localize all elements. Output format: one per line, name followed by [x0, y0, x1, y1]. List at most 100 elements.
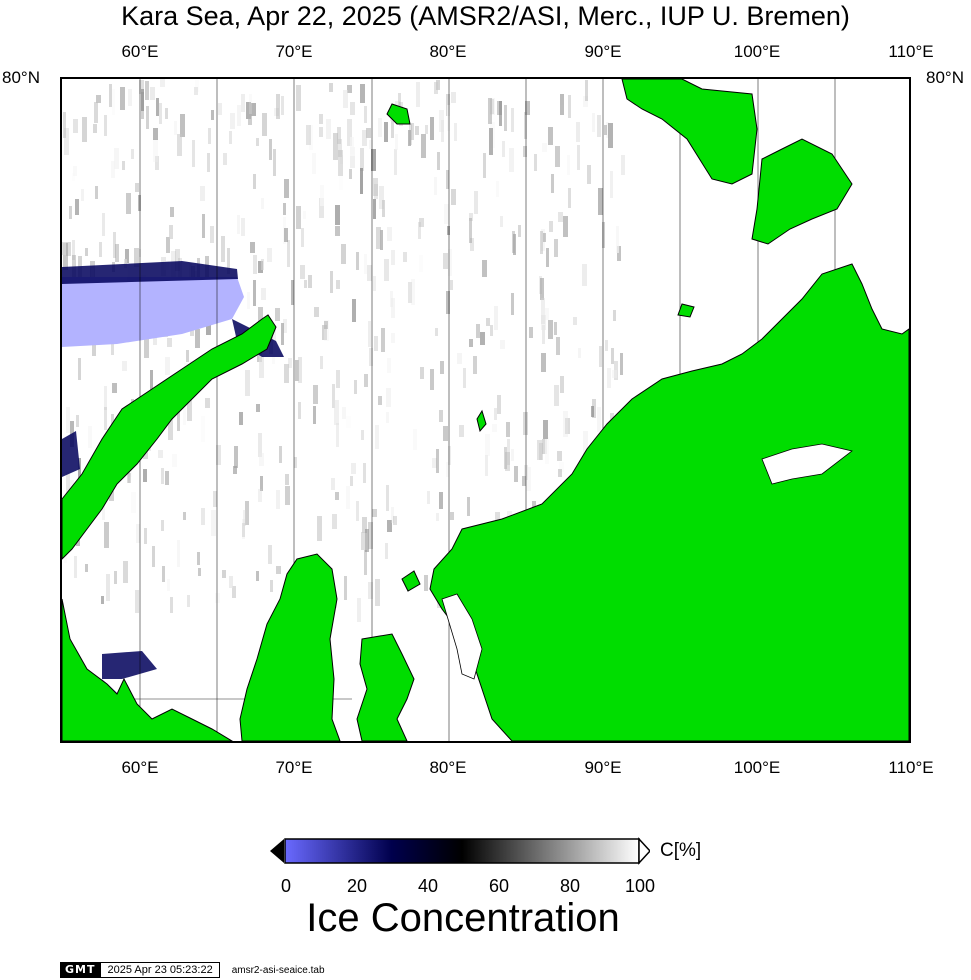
ice-cell	[168, 416, 173, 440]
ice-cell	[344, 576, 347, 600]
ice-cell	[350, 137, 354, 154]
ice-cell	[341, 244, 346, 264]
colorbar-unit: C[%]	[660, 840, 702, 861]
ice-cell	[211, 110, 214, 120]
ice-cell	[104, 407, 107, 430]
ice-cell	[145, 81, 149, 100]
ice-cell	[394, 149, 397, 175]
colorbar	[270, 836, 650, 866]
ice-cell	[195, 80, 199, 92]
low-concentration-edge	[62, 261, 284, 679]
ice-cell	[395, 134, 398, 150]
ice-cell	[497, 395, 501, 414]
ice-cell	[502, 141, 505, 157]
ice-cell	[296, 206, 301, 229]
ice-cell	[451, 189, 456, 205]
ice-cell	[364, 106, 367, 123]
ice-cell	[144, 528, 147, 544]
ice-cell	[469, 213, 473, 221]
ice-cell	[85, 248, 88, 256]
ice-cell	[66, 407, 70, 433]
ice-cell	[375, 425, 379, 449]
ice-cell	[537, 440, 542, 460]
sea-ice-map	[60, 77, 911, 743]
ice-cell	[248, 103, 252, 125]
ice-cell	[474, 191, 478, 214]
ice-cell	[393, 516, 397, 525]
ice-cell	[542, 143, 547, 152]
ice-cell	[504, 447, 507, 469]
ice-cell	[523, 146, 527, 157]
ice-cell	[295, 360, 299, 381]
ice-cell	[554, 385, 559, 406]
source-file: amsr2-asi-seaice.tab	[231, 964, 325, 976]
ice-cell	[541, 298, 545, 324]
ice-cell	[291, 280, 294, 305]
ice-cell	[347, 85, 352, 93]
ice-cell	[256, 571, 259, 581]
ice-cell	[488, 98, 492, 124]
ice-cell	[440, 361, 444, 374]
ice-cell	[446, 291, 450, 314]
ice-cell	[365, 529, 369, 552]
ice-cell	[253, 280, 256, 306]
ice-cell	[260, 476, 263, 491]
ice-cell	[82, 117, 87, 142]
ice-cell	[549, 221, 553, 232]
ice-cell	[541, 315, 546, 330]
ice-cell	[511, 108, 514, 132]
ice-cell	[165, 357, 170, 375]
ice-cell	[308, 275, 312, 288]
ice-cell	[285, 474, 289, 485]
landmass-island-2	[677, 303, 695, 318]
ice-cell	[611, 348, 614, 364]
ice-cell	[229, 576, 233, 588]
ice-cell	[146, 106, 149, 129]
ice-cell	[233, 466, 237, 474]
ice-cell	[339, 163, 343, 190]
landmass-gydan	[356, 633, 415, 741]
ice-cell	[439, 492, 443, 509]
ice-cell	[350, 102, 355, 115]
ice-cell	[101, 596, 104, 604]
ice-cell	[490, 99, 494, 114]
ice-cell	[317, 516, 322, 541]
ice-cell	[485, 434, 490, 456]
ice-cell	[434, 177, 437, 195]
ice-cell	[409, 124, 412, 145]
ice-cell	[418, 222, 421, 239]
ice-cell	[443, 253, 448, 269]
ice-cell	[617, 246, 621, 261]
ice-cell	[92, 339, 96, 356]
ice-cell	[467, 497, 470, 516]
ice-cell	[75, 199, 79, 215]
ice-cell	[565, 418, 570, 434]
ice-cell	[161, 520, 164, 531]
ice-cell	[361, 430, 364, 440]
ice-cell	[66, 242, 71, 256]
ice-cell	[373, 178, 378, 196]
ice-cell	[283, 203, 286, 215]
ice-cell	[368, 582, 373, 599]
landmass-island-4	[401, 570, 421, 592]
ice-cell	[78, 358, 81, 380]
ice-cell	[124, 259, 127, 268]
ice-cell	[192, 140, 195, 167]
ice-cell	[480, 332, 485, 345]
ice-cell	[313, 385, 318, 404]
ice-cell	[177, 134, 182, 156]
ice-cell	[616, 226, 619, 253]
ice-cell	[432, 458, 437, 468]
ice-cell	[239, 412, 243, 425]
ice-cell	[207, 153, 210, 172]
ice-cell	[81, 189, 84, 201]
ice-cell	[415, 126, 419, 135]
ice-cell	[135, 590, 139, 613]
ice-cell	[390, 291, 393, 307]
ice-cell	[313, 406, 316, 424]
ice-cell	[287, 240, 290, 267]
ice-cell	[360, 84, 365, 103]
ice-cell	[205, 398, 210, 408]
ice-cell	[489, 128, 493, 155]
ice-cell	[511, 449, 514, 461]
